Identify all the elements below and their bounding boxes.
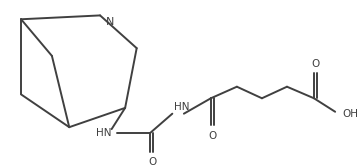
Text: O: O (148, 157, 156, 167)
Text: N: N (106, 17, 114, 27)
Text: HN: HN (174, 102, 190, 112)
Text: O: O (312, 59, 320, 69)
Text: OH: OH (343, 109, 359, 119)
Text: O: O (209, 131, 217, 141)
Text: HN: HN (96, 128, 112, 138)
